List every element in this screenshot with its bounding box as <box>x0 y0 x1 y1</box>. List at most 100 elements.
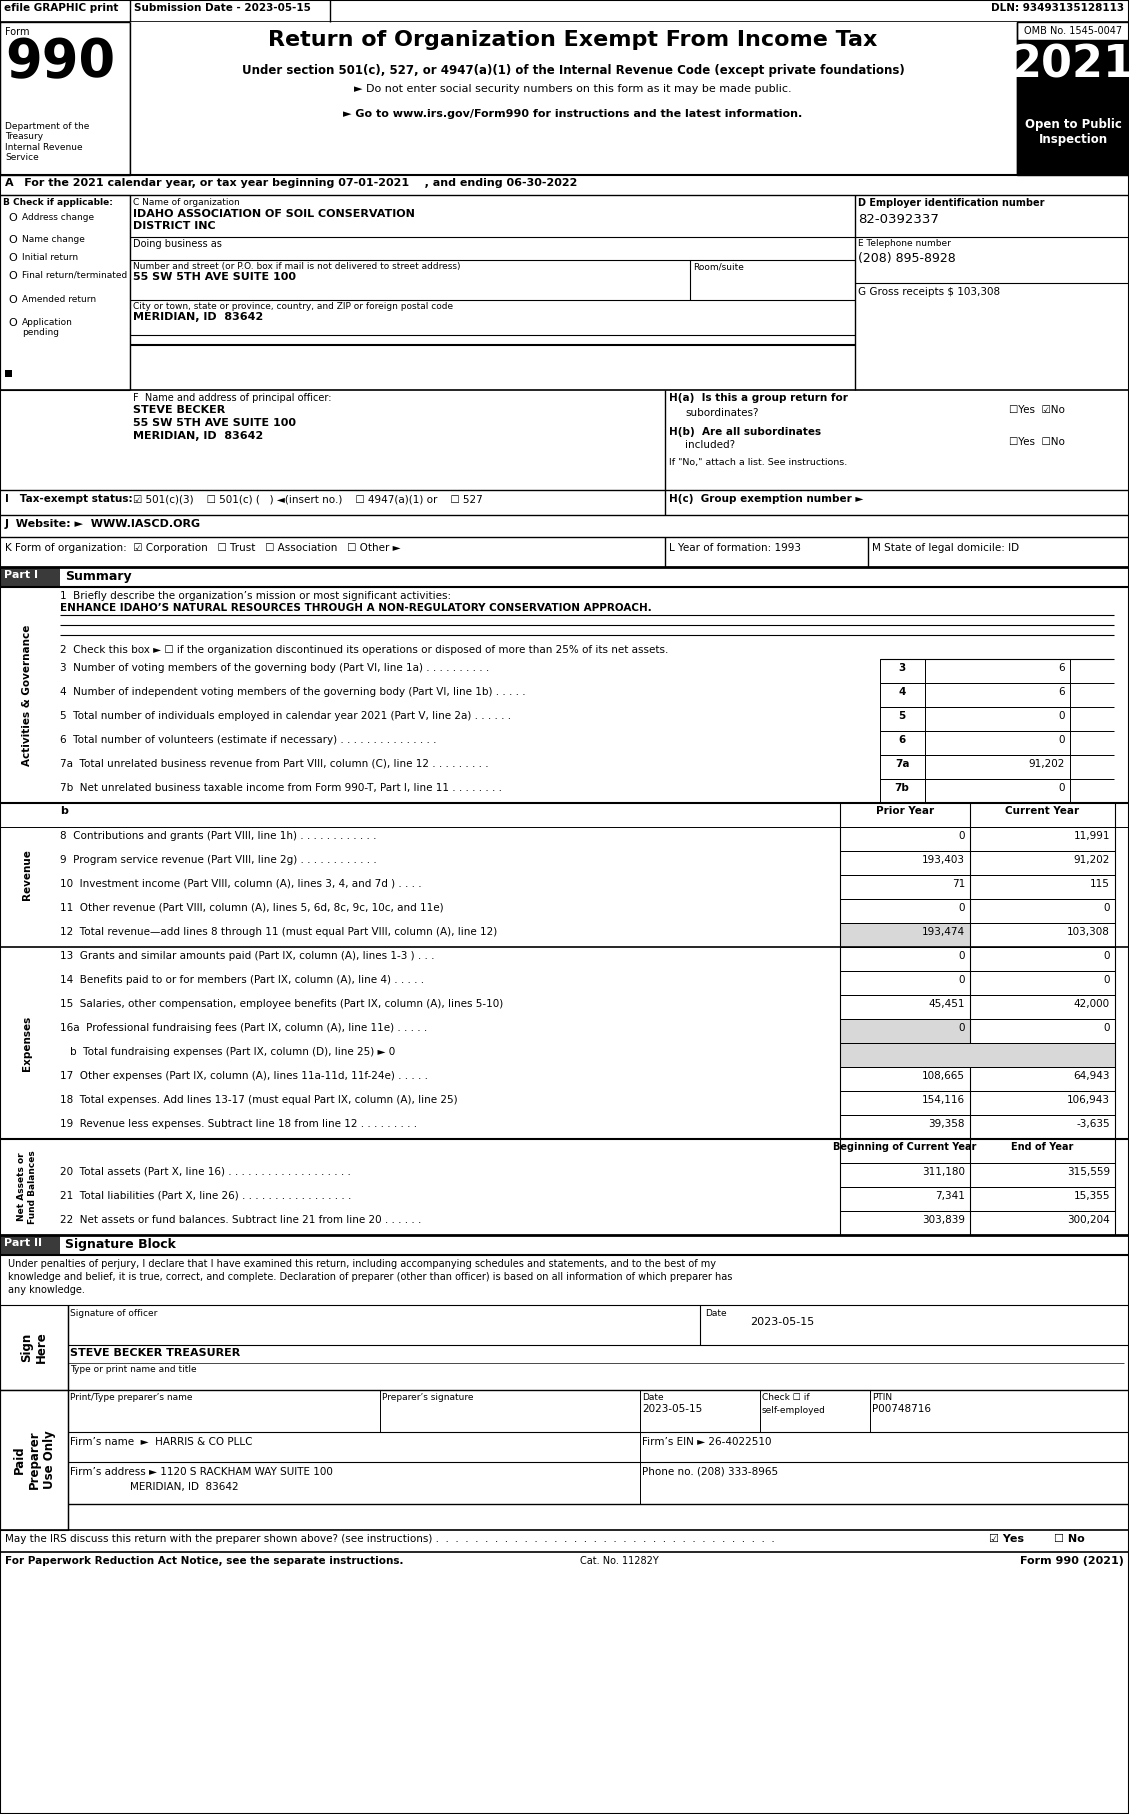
Bar <box>970 1139 1115 1163</box>
Text: 0: 0 <box>1059 735 1065 746</box>
Bar <box>840 1043 1115 1067</box>
Text: 55 SW 5TH AVE SUITE 100: 55 SW 5TH AVE SUITE 100 <box>133 417 296 428</box>
Text: O: O <box>8 236 17 245</box>
Bar <box>879 684 925 707</box>
Bar <box>970 1090 1115 1116</box>
Text: 6: 6 <box>1058 662 1065 673</box>
Text: 7a: 7a <box>895 758 909 769</box>
Text: 0: 0 <box>1103 951 1110 961</box>
Bar <box>879 658 925 684</box>
Text: 0: 0 <box>959 903 965 912</box>
Text: B Check if applicable:: B Check if applicable: <box>3 198 113 207</box>
Bar <box>925 778 1070 804</box>
Text: MERIDIAN, ID  83642: MERIDIAN, ID 83642 <box>130 1482 238 1491</box>
Text: Address change: Address change <box>21 212 94 221</box>
Text: 8  Contributions and grants (Part VIII, line 1h) . . . . . . . . . . . .: 8 Contributions and grants (Part VIII, l… <box>60 831 376 842</box>
Text: 18  Total expenses. Add lines 13-17 (must equal Part IX, column (A), line 25): 18 Total expenses. Add lines 13-17 (must… <box>60 1096 457 1105</box>
Text: Prior Year: Prior Year <box>876 805 934 816</box>
Text: F  Name and address of principal officer:: F Name and address of principal officer: <box>133 394 332 403</box>
Text: 7,341: 7,341 <box>935 1192 965 1201</box>
Text: 5: 5 <box>899 711 905 720</box>
Text: G Gross receipts $ 103,308: G Gross receipts $ 103,308 <box>858 287 1000 297</box>
Bar <box>840 1212 970 1235</box>
Text: ☐Yes  ☑No: ☐Yes ☑No <box>1009 405 1065 415</box>
Text: Summary: Summary <box>65 570 132 582</box>
Text: 990: 990 <box>5 36 115 89</box>
Text: 17  Other expenses (Part IX, column (A), lines 11a-11d, 11f-24e) . . . . .: 17 Other expenses (Part IX, column (A), … <box>60 1070 428 1081</box>
Text: 64,943: 64,943 <box>1074 1070 1110 1081</box>
Text: Revenue: Revenue <box>21 849 32 900</box>
Text: MERIDIAN, ID  83642: MERIDIAN, ID 83642 <box>133 432 263 441</box>
Bar <box>970 1163 1115 1186</box>
Text: 0: 0 <box>959 831 965 842</box>
Text: City or town, state or province, country, and ZIP or foreign postal code: City or town, state or province, country… <box>133 301 453 310</box>
Text: (208) 895-8928: (208) 895-8928 <box>858 252 956 265</box>
Text: b  Total fundraising expenses (Part IX, column (D), line 25) ► 0: b Total fundraising expenses (Part IX, c… <box>70 1047 395 1058</box>
Text: Cat. No. 11282Y: Cat. No. 11282Y <box>580 1556 658 1565</box>
Bar <box>840 827 970 851</box>
Bar <box>970 1186 1115 1212</box>
Text: Final return/terminated: Final return/terminated <box>21 270 128 279</box>
Text: efile GRAPHIC print: efile GRAPHIC print <box>5 4 119 13</box>
Text: MERIDIAN, ID  83642: MERIDIAN, ID 83642 <box>133 312 263 323</box>
Text: 39,358: 39,358 <box>928 1119 965 1128</box>
Text: Room/suite: Room/suite <box>693 261 744 270</box>
Text: Amended return: Amended return <box>21 296 96 305</box>
Text: 91,202: 91,202 <box>1074 854 1110 865</box>
Text: 21  Total liabilities (Part X, line 26) . . . . . . . . . . . . . . . . .: 21 Total liabilities (Part X, line 26) .… <box>60 1192 351 1201</box>
Text: 108,665: 108,665 <box>922 1070 965 1081</box>
Text: 13  Grants and similar amounts paid (Part IX, column (A), lines 1-3 ) . . .: 13 Grants and similar amounts paid (Part… <box>60 951 435 961</box>
Text: Open to Public
Inspection: Open to Public Inspection <box>1024 118 1121 145</box>
Bar <box>970 1019 1115 1043</box>
Text: 2  Check this box ► ☐ if the organization discontinued its operations or dispose: 2 Check this box ► ☐ if the organization… <box>60 646 668 655</box>
Text: 3: 3 <box>899 662 905 673</box>
Text: P00748716: P00748716 <box>872 1404 931 1413</box>
Text: 106,943: 106,943 <box>1067 1096 1110 1105</box>
Text: Application
pending: Application pending <box>21 317 73 337</box>
Text: 42,000: 42,000 <box>1074 1000 1110 1009</box>
Text: Print/Type preparer’s name: Print/Type preparer’s name <box>70 1393 193 1402</box>
Bar <box>0 194 130 390</box>
Text: Part I: Part I <box>5 570 38 580</box>
Text: Under section 501(c), 527, or 4947(a)(1) of the Internal Revenue Code (except pr: Under section 501(c), 527, or 4947(a)(1)… <box>242 63 904 76</box>
Text: Current Year: Current Year <box>1005 805 1079 816</box>
Text: 6: 6 <box>899 735 905 746</box>
Bar <box>840 923 970 947</box>
Text: H(b)  Are all subordinates: H(b) Are all subordinates <box>669 426 821 437</box>
Bar <box>970 970 1115 996</box>
Text: self-employed: self-employed <box>762 1406 826 1415</box>
Text: -3,635: -3,635 <box>1076 1119 1110 1128</box>
Bar <box>925 731 1070 755</box>
Text: 115: 115 <box>1091 880 1110 889</box>
Text: Form 990 (2021): Form 990 (2021) <box>1021 1556 1124 1565</box>
Text: included?: included? <box>685 441 735 450</box>
Text: 3  Number of voting members of the governing body (Part VI, line 1a) . . . . . .: 3 Number of voting members of the govern… <box>60 662 489 673</box>
Text: 7b  Net unrelated business taxable income from Form 990-T, Part I, line 11 . . .: 7b Net unrelated business taxable income… <box>60 784 502 793</box>
Text: 71: 71 <box>952 880 965 889</box>
Text: 14  Benefits paid to or for members (Part IX, column (A), line 4) . . . . .: 14 Benefits paid to or for members (Part… <box>60 974 425 985</box>
Text: ► Do not enter social security numbers on this form as it may be made public.: ► Do not enter social security numbers o… <box>355 83 791 94</box>
Bar <box>970 996 1115 1019</box>
Text: 9  Program service revenue (Part VIII, line 2g) . . . . . . . . . . . .: 9 Program service revenue (Part VIII, li… <box>60 854 377 865</box>
Text: subordinates?: subordinates? <box>685 408 759 417</box>
Text: ☑ 501(c)(3)    ☐ 501(c) (   ) ◄(insert no.)    ☐ 4947(a)(1) or    ☐ 527: ☑ 501(c)(3) ☐ 501(c) ( ) ◄(insert no.) ☐… <box>133 493 483 504</box>
Bar <box>970 947 1115 970</box>
Text: Firm’s address ► 1120 S RACKHAM WAY SUITE 100: Firm’s address ► 1120 S RACKHAM WAY SUIT… <box>70 1468 333 1477</box>
Text: Net Assets or
Fund Balances: Net Assets or Fund Balances <box>17 1150 37 1224</box>
Text: May the IRS discuss this return with the preparer shown above? (see instructions: May the IRS discuss this return with the… <box>5 1535 778 1544</box>
Text: I   Tax-exempt status:: I Tax-exempt status: <box>5 493 132 504</box>
Bar <box>925 755 1070 778</box>
Text: If "No," attach a list. See instructions.: If "No," attach a list. See instructions… <box>669 457 847 466</box>
Text: 55 SW 5TH AVE SUITE 100: 55 SW 5TH AVE SUITE 100 <box>133 272 296 281</box>
Text: STEVE BECKER TREASURER: STEVE BECKER TREASURER <box>70 1348 240 1359</box>
Text: OMB No. 1545-0047: OMB No. 1545-0047 <box>1024 25 1122 36</box>
Bar <box>840 1019 970 1043</box>
Text: 11  Other revenue (Part VIII, column (A), lines 5, 6d, 8c, 9c, 10c, and 11e): 11 Other revenue (Part VIII, column (A),… <box>60 903 444 912</box>
Text: D Employer identification number: D Employer identification number <box>858 198 1044 209</box>
Text: A    For the 2021 calendar year, or tax year beginning 07-01-2021    , and endin: A For the 2021 calendar year, or tax yea… <box>5 178 577 189</box>
Text: DLN: 93493135128113: DLN: 93493135128113 <box>991 4 1124 13</box>
Text: Date: Date <box>642 1393 664 1402</box>
Text: 154,116: 154,116 <box>922 1096 965 1105</box>
Bar <box>840 804 970 827</box>
Text: 193,403: 193,403 <box>922 854 965 865</box>
